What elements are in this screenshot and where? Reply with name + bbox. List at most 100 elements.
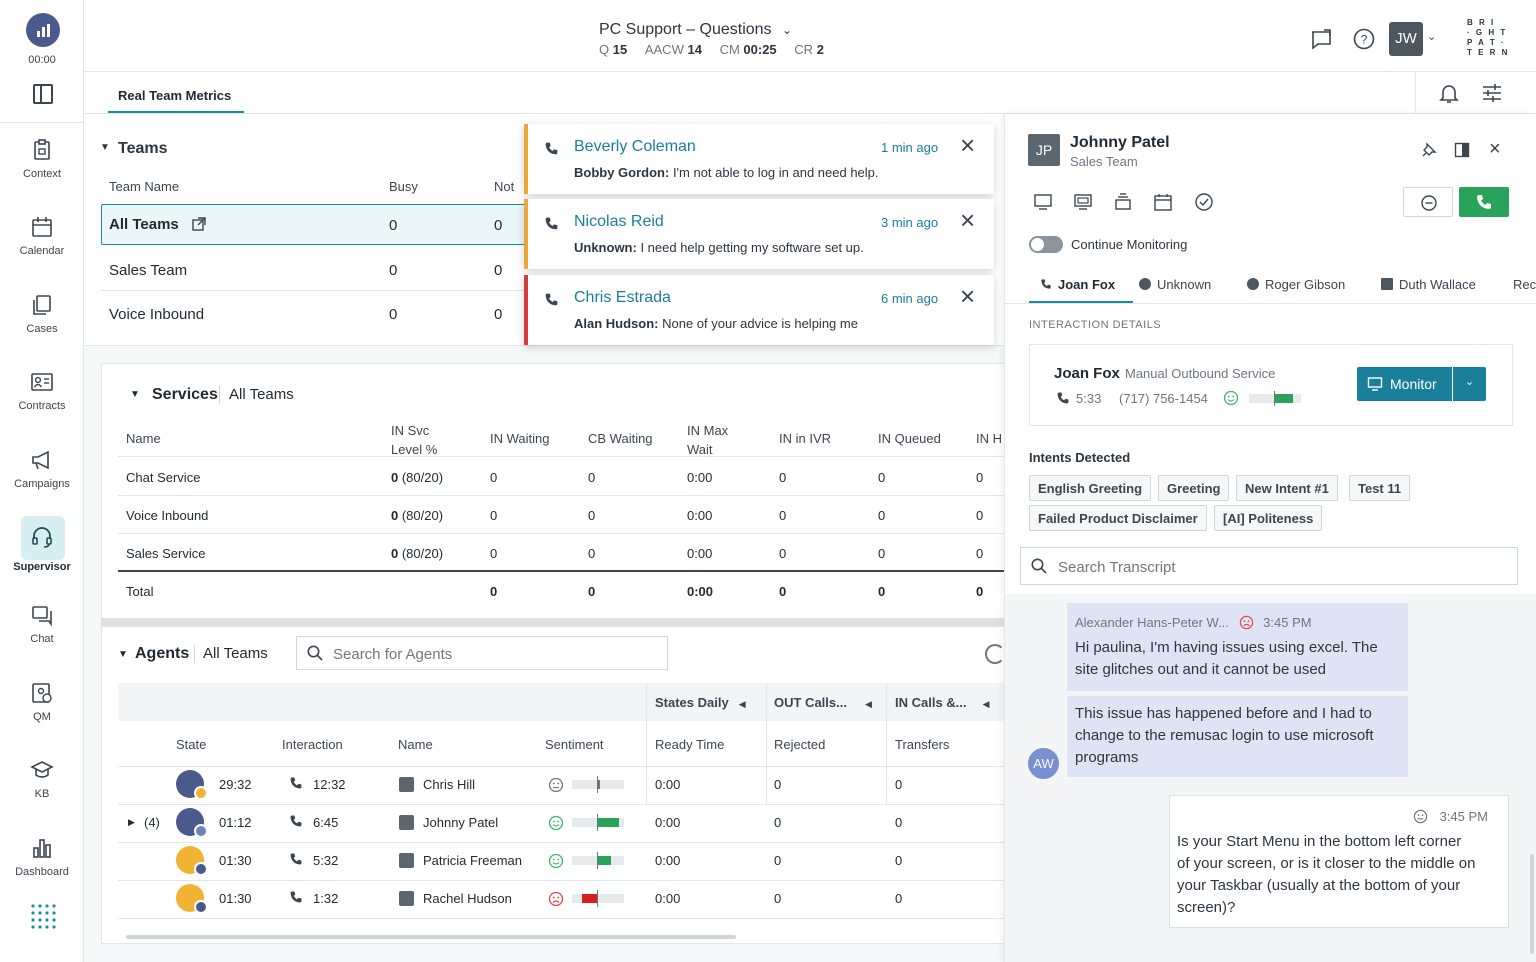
agent-name[interactable]: Rachel Hudson (423, 891, 512, 906)
nav-item-kb[interactable]: KB (0, 758, 84, 800)
intent-tag[interactable]: Greeting (1158, 475, 1230, 501)
agents-search-box[interactable] (296, 636, 668, 670)
col-name[interactable]: Name (398, 737, 433, 752)
agent-state-icon (176, 808, 208, 838)
teams-col-not[interactable]: Not (494, 179, 515, 194)
agent-name[interactable]: Patricia Freeman (423, 853, 522, 868)
panel-toggle-icon[interactable] (33, 84, 53, 104)
service-name[interactable]: Chat Service (126, 470, 201, 485)
nav-item-dashboard[interactable]: Dashboard (0, 836, 84, 878)
col-transfers[interactable]: Transfers (895, 737, 950, 752)
teams-collapse-toggle[interactable]: ▼ (100, 142, 110, 153)
service-total-queued: 0 (878, 584, 886, 599)
session-tab[interactable]: Roger Gibson (1247, 277, 1345, 292)
team-name[interactable]: Voice Inbound (109, 306, 205, 323)
col-in-h[interactable]: IN H (976, 431, 1002, 446)
notification-card[interactable]: Nicolas Reid 3 min ago × Unknown: I need he… (524, 199, 994, 269)
services-collapse-toggle[interactable]: ▼ (130, 389, 140, 400)
nav-item-chat[interactable]: Chat (0, 603, 84, 645)
group-states-daily[interactable]: States Daily ◀ (655, 695, 746, 710)
intent-tag[interactable]: English Greeting (1029, 475, 1152, 501)
group-out-calls[interactable]: OUT Calls... ◀ (774, 695, 872, 710)
monitor-button[interactable]: Monitor (1357, 367, 1452, 401)
col-name[interactable]: Name (126, 431, 161, 446)
help-icon[interactable]: ? (1353, 28, 1375, 50)
intent-tag[interactable]: Test 11 (1349, 475, 1411, 501)
col-in-svc[interactable]: IN Svc Level % (391, 421, 437, 459)
col-in-max-wait[interactable]: IN Max Wait (687, 421, 728, 459)
notification-card[interactable]: Beverly Coleman 1 min ago × Bobby Gordon: I… (524, 124, 994, 194)
nav-item-cases[interactable]: Cases (0, 293, 84, 335)
chevron-down-icon[interactable]: ⌄ (1427, 31, 1437, 43)
nav-item-calendar[interactable]: Calendar (0, 215, 84, 257)
col-state[interactable]: State (176, 737, 207, 752)
tab-real-team-metrics[interactable]: Real Team Metrics (118, 88, 232, 103)
open-external-icon[interactable] (192, 217, 206, 231)
teams-col-name[interactable]: Team Name (109, 179, 180, 194)
service-name[interactable]: Sales Service (126, 546, 206, 561)
session-tab[interactable]: Joan Fox (1040, 277, 1115, 292)
col-cb-waiting[interactable]: CB Waiting (588, 431, 653, 446)
session-tab[interactable]: Rec (1513, 277, 1536, 292)
teams-col-busy[interactable]: Busy (389, 179, 418, 194)
pin-icon[interactable] (1421, 142, 1437, 158)
announcement-icon[interactable] (1310, 28, 1332, 50)
agents-search-input[interactable] (333, 643, 653, 665)
horizontal-scrollbar[interactable] (101, 618, 1004, 626)
session-tab[interactable]: Unknown (1139, 277, 1211, 292)
nav-item-qm[interactable]: QM (0, 681, 84, 723)
col-interaction[interactable]: Interaction (282, 737, 343, 752)
team-name[interactable]: Sales Team (109, 262, 188, 279)
expand-caret-icon[interactable]: ▶ (128, 817, 135, 827)
monitor-screen-icon[interactable] (1073, 192, 1093, 212)
call-button[interactable] (1459, 187, 1509, 217)
close-icon[interactable]: × (960, 130, 976, 160)
message-line: your Taskbar (usually at the bottom of y… (1177, 877, 1461, 894)
transcript-search-box[interactable] (1020, 547, 1518, 585)
col-in-queued[interactable]: IN Queued (878, 431, 941, 446)
col-rejected[interactable]: Rejected (774, 737, 826, 752)
nav-item-contracts[interactable]: Contracts (0, 370, 84, 412)
close-icon[interactable]: × (960, 281, 976, 311)
apps-grid-icon[interactable] (30, 903, 56, 929)
close-icon[interactable]: × (960, 205, 976, 235)
nav-item-campaigns[interactable]: Campaigns (0, 448, 84, 490)
col-sentiment[interactable]: Sentiment (545, 737, 604, 752)
session-tab[interactable]: Duth Wallace (1381, 277, 1476, 292)
col-in-ivr[interactable]: IN in IVR (779, 431, 832, 446)
nav-item-supervisor[interactable]: Supervisor (0, 525, 84, 573)
intent-tag[interactable]: Failed Product Disclaimer (1029, 505, 1207, 531)
vertical-scrollbar[interactable] (1530, 854, 1534, 954)
user-avatar[interactable]: JW (1389, 22, 1423, 56)
stack-icon[interactable] (1113, 192, 1133, 212)
col-in-waiting[interactable]: IN Waiting (490, 431, 550, 446)
agent-name[interactable]: Chris Hill (423, 777, 475, 792)
bell-icon[interactable] (1438, 82, 1460, 104)
monitor-dropdown-button[interactable]: ⌄ (1453, 367, 1486, 401)
queue-title[interactable]: PC Support – Questions ⌄ (599, 21, 792, 39)
end-monitor-button[interactable] (1403, 187, 1453, 217)
col-ready-time[interactable]: Ready Time (655, 737, 725, 752)
split-view-icon[interactable] (1454, 142, 1470, 158)
group-in-calls[interactable]: IN Calls &... ◀ (895, 695, 989, 710)
continue-monitoring-toggle[interactable] (1029, 236, 1063, 253)
team-row-selected[interactable] (101, 204, 531, 245)
horizontal-scrollbar[interactable] (126, 935, 736, 939)
service-name[interactable]: Voice Inbound (126, 508, 209, 523)
agent-name[interactable]: Johnny Patel (423, 815, 499, 830)
intent-tag[interactable]: New Intent #1 (1236, 475, 1338, 501)
calendar-icon[interactable] (1153, 192, 1173, 212)
intent-tag[interactable]: [AI] Politeness (1214, 505, 1323, 531)
agents-collapse-toggle[interactable]: ▼ (118, 649, 128, 660)
filter-settings-icon[interactable] (1481, 82, 1503, 104)
status-avatar[interactable] (26, 13, 60, 47)
team-busy: 0 (389, 262, 398, 279)
screen-share-icon[interactable] (1033, 192, 1053, 212)
nav-item-context[interactable]: Context (0, 138, 84, 180)
transcript-search-input[interactable] (1058, 556, 1498, 578)
phone-icon (544, 216, 559, 231)
notification-card[interactable]: Chris Estrada 6 min ago × Alan Hudson: None… (524, 275, 994, 345)
logo-line: P A T · (1467, 38, 1506, 47)
close-icon[interactable]: × (1489, 138, 1501, 160)
check-circle-icon[interactable] (1194, 192, 1214, 212)
